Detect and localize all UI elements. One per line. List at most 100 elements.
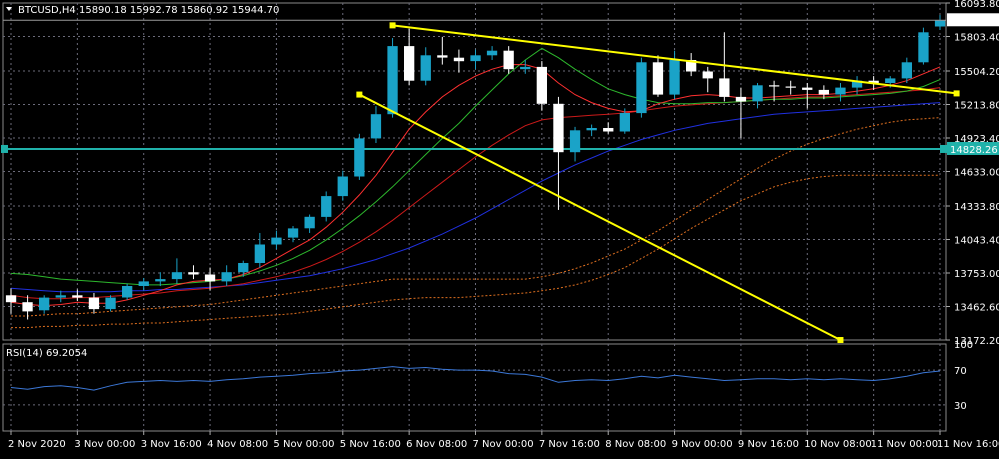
rsi-header-text: RSI(14) 69.2054 bbox=[6, 348, 87, 359]
candle-body bbox=[702, 71, 713, 79]
candle-body bbox=[88, 297, 100, 310]
candle-body bbox=[868, 80, 879, 83]
ma-blue-line bbox=[10, 102, 941, 293]
candle-body bbox=[735, 96, 747, 102]
candle-body bbox=[769, 85, 780, 87]
y-tick-label: 14333.80 bbox=[954, 202, 999, 213]
candle-body bbox=[503, 50, 514, 70]
horizontal-line-anchor-left bbox=[1, 144, 8, 153]
candle-body bbox=[188, 272, 199, 275]
x-tick-label: 4 Nov 08:00 bbox=[207, 439, 268, 450]
chart-header-text: BTCUSD,H4 15890.18 15992.78 15860.92 159… bbox=[18, 5, 279, 16]
candle-body bbox=[72, 295, 83, 298]
y-tick-label: 14633.00 bbox=[954, 168, 999, 179]
x-tick-label: 3 Nov 00:00 bbox=[74, 439, 135, 450]
candle-body bbox=[918, 32, 929, 63]
x-tick-label: 7 Nov 00:00 bbox=[473, 439, 534, 450]
candle-body bbox=[354, 138, 365, 177]
candle-body bbox=[122, 286, 133, 298]
candle-body bbox=[337, 176, 348, 197]
ma-red-line bbox=[10, 87, 941, 300]
rsi-level-label: 100 bbox=[954, 340, 973, 351]
trendline-support-diagonal bbox=[358, 93, 841, 341]
trendline-resistance bbox=[392, 24, 957, 95]
x-tick-label: 10 Nov 08:00 bbox=[804, 439, 871, 450]
rsi-pane-border bbox=[2, 343, 947, 432]
candle-body bbox=[387, 46, 398, 115]
x-tick-label: 9 Nov 16:00 bbox=[738, 439, 799, 450]
candle-body bbox=[752, 85, 763, 102]
candle-body bbox=[221, 272, 232, 282]
candle-body bbox=[204, 274, 216, 282]
current-price-tag-label: 15944.70 bbox=[950, 16, 998, 27]
candle-body bbox=[719, 78, 730, 97]
candle-body bbox=[520, 66, 531, 70]
candle-body bbox=[271, 237, 282, 245]
candle-body bbox=[669, 60, 680, 95]
candle-body bbox=[802, 87, 813, 90]
ma-fast-red-line bbox=[10, 64, 941, 307]
candle-body bbox=[453, 57, 465, 62]
x-tick-label: 2 Nov 2020 bbox=[8, 439, 66, 450]
y-tick-label: 16093.80 bbox=[954, 0, 999, 10]
x-tick-label: 9 Nov 00:00 bbox=[672, 439, 733, 450]
trendline-anchor bbox=[356, 91, 363, 98]
candle-body bbox=[934, 20, 946, 27]
horizontal-line-tag-label: 14828.26 bbox=[950, 145, 998, 156]
rsi-line bbox=[10, 366, 941, 391]
y-tick-label: 15504.20 bbox=[954, 67, 999, 78]
candle-body bbox=[818, 89, 829, 95]
candle-body bbox=[304, 216, 315, 229]
y-tick-label: 14923.40 bbox=[954, 134, 999, 145]
x-tick-label: 5 Nov 00:00 bbox=[273, 439, 334, 450]
candle-body bbox=[901, 62, 912, 79]
candle-body bbox=[55, 295, 66, 298]
candle-body bbox=[586, 128, 597, 131]
ma-green-line bbox=[10, 47, 941, 286]
cloud-lower-line bbox=[11, 174, 940, 329]
horizontal-line-anchor-right bbox=[940, 144, 947, 153]
candle-body bbox=[105, 297, 116, 310]
candle-body bbox=[138, 281, 149, 286]
candle-body bbox=[370, 114, 382, 139]
candle-body bbox=[254, 244, 265, 263]
y-tick-label: 15803.40 bbox=[954, 32, 999, 43]
candle-body bbox=[536, 66, 547, 104]
rsi-level-label: 30 bbox=[954, 401, 967, 412]
x-tick-label: 8 Nov 08:00 bbox=[605, 439, 666, 450]
candle-body bbox=[287, 228, 299, 238]
cloud-upper-line bbox=[11, 117, 941, 317]
trendline-anchor bbox=[953, 90, 960, 97]
x-tick-label: 3 Nov 16:00 bbox=[141, 439, 202, 450]
candle-body bbox=[569, 130, 581, 153]
candle-body bbox=[619, 113, 630, 132]
candle-body bbox=[404, 46, 415, 81]
candle-body bbox=[238, 263, 249, 273]
current-price-tag bbox=[947, 13, 999, 27]
candle-body bbox=[5, 295, 17, 303]
candle-body bbox=[39, 297, 50, 311]
y-tick-label: 13462.60 bbox=[954, 303, 999, 314]
x-tick-label: 5 Nov 16:00 bbox=[340, 439, 401, 450]
x-tick-label: 6 Nov 08:00 bbox=[406, 439, 467, 450]
symbol-dropdown-icon bbox=[6, 7, 12, 11]
candle-body bbox=[437, 55, 448, 58]
candle-body bbox=[785, 86, 796, 88]
candle-body bbox=[155, 279, 166, 282]
candle-body bbox=[851, 80, 863, 88]
candle-body bbox=[321, 196, 332, 217]
x-tick-label: 7 Nov 16:00 bbox=[539, 439, 600, 450]
candle-body bbox=[636, 62, 647, 114]
candle-body bbox=[470, 55, 481, 62]
candle-body bbox=[686, 60, 697, 72]
candle-body bbox=[553, 103, 564, 153]
candle-body bbox=[835, 87, 846, 95]
y-tick-label: 13172.20 bbox=[954, 336, 999, 347]
candle-body bbox=[420, 55, 431, 81]
y-tick-label: 13753.00 bbox=[954, 269, 999, 280]
trendline-anchor bbox=[837, 337, 844, 344]
x-tick-label: 11 Nov 16:00 bbox=[937, 439, 999, 450]
x-tick-label: 11 Nov 00:00 bbox=[871, 439, 938, 450]
y-tick-label: 15213.80 bbox=[954, 101, 999, 112]
